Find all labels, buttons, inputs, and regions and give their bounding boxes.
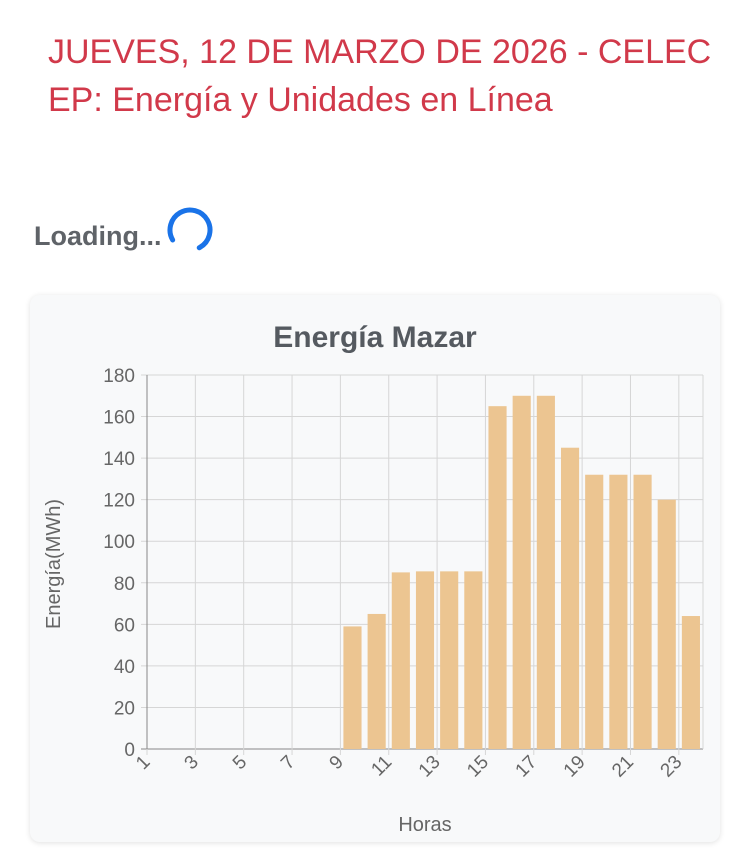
y-tick-label: 120 [103,491,135,512]
x-tick-label: 3 [181,752,203,774]
x-axis-label: Horas [398,814,451,836]
x-tick-label: 23 [657,752,687,782]
loading-text: Loading... [34,220,162,251]
x-tick-label: 9 [326,752,348,774]
bar-hour-12[interactable] [415,571,435,749]
loading-spinner-icon [167,207,212,253]
x-tick-label: 21 [608,752,638,782]
y-tick-label: 160 [103,408,135,429]
x-tick-label: 11 [367,752,396,781]
bar-hour-16[interactable] [512,395,531,749]
bar-hour-18[interactable] [560,447,580,749]
y-axis-ticks: 0 20 40 60 80 100 120 140 160 180 [103,366,135,761]
x-tick-label: 19 [560,752,590,782]
bar-hour-14[interactable] [464,571,483,749]
bar-hour-23[interactable] [681,616,700,749]
y-tick-label: 80 [114,574,135,595]
bar-hour-17[interactable] [536,395,555,749]
y-tick-label: 140 [103,449,135,470]
x-tick-label: 15 [463,752,493,782]
loading-indicator: Loading... [34,204,214,268]
y-tick-label: 180 [103,366,135,387]
bar-hour-15[interactable] [488,406,507,749]
x-tick-label: 5 [229,752,251,774]
chart-bars [343,395,700,749]
y-tick-label: 100 [103,532,135,553]
bar-hour-19[interactable] [585,474,604,749]
y-tick-label: 20 [114,698,135,719]
y-tick-label: 60 [114,615,135,636]
bar-hour-22[interactable] [657,499,676,749]
energy-bar-chart: Energía Mazar 0 20 40 60 80 100 120 140 160 180 1… [43,321,704,836]
bar-hour-10[interactable] [367,613,386,749]
chart-card: Energía Mazar 0 20 40 60 80 100 120 140 160 180 1… [30,295,720,842]
bar-hour-20[interactable] [609,474,628,749]
x-axis-ticks: 1 3 5 7 9 11 13 15 17 19 21 23 [132,752,686,782]
y-tick-label: 0 [124,740,135,761]
bar-hour-21[interactable] [633,474,652,749]
bar-hour-9[interactable] [343,626,362,749]
x-tick-label: 17 [512,752,542,782]
x-tick-label: 13 [415,752,445,782]
x-tick-label: 1 [132,752,154,774]
page-title: JUEVES, 12 DE MARZO DE 2026 - CELEC EP: … [48,33,712,119]
y-axis-label: Energía(MWh) [43,499,65,629]
x-tick-label: 7 [277,752,299,774]
bar-hour-11[interactable] [391,572,410,749]
y-tick-label: 40 [114,657,135,678]
bar-hour-13[interactable] [440,571,459,749]
chart-title: Energía Mazar [273,321,477,354]
chart-grid [141,374,704,755]
